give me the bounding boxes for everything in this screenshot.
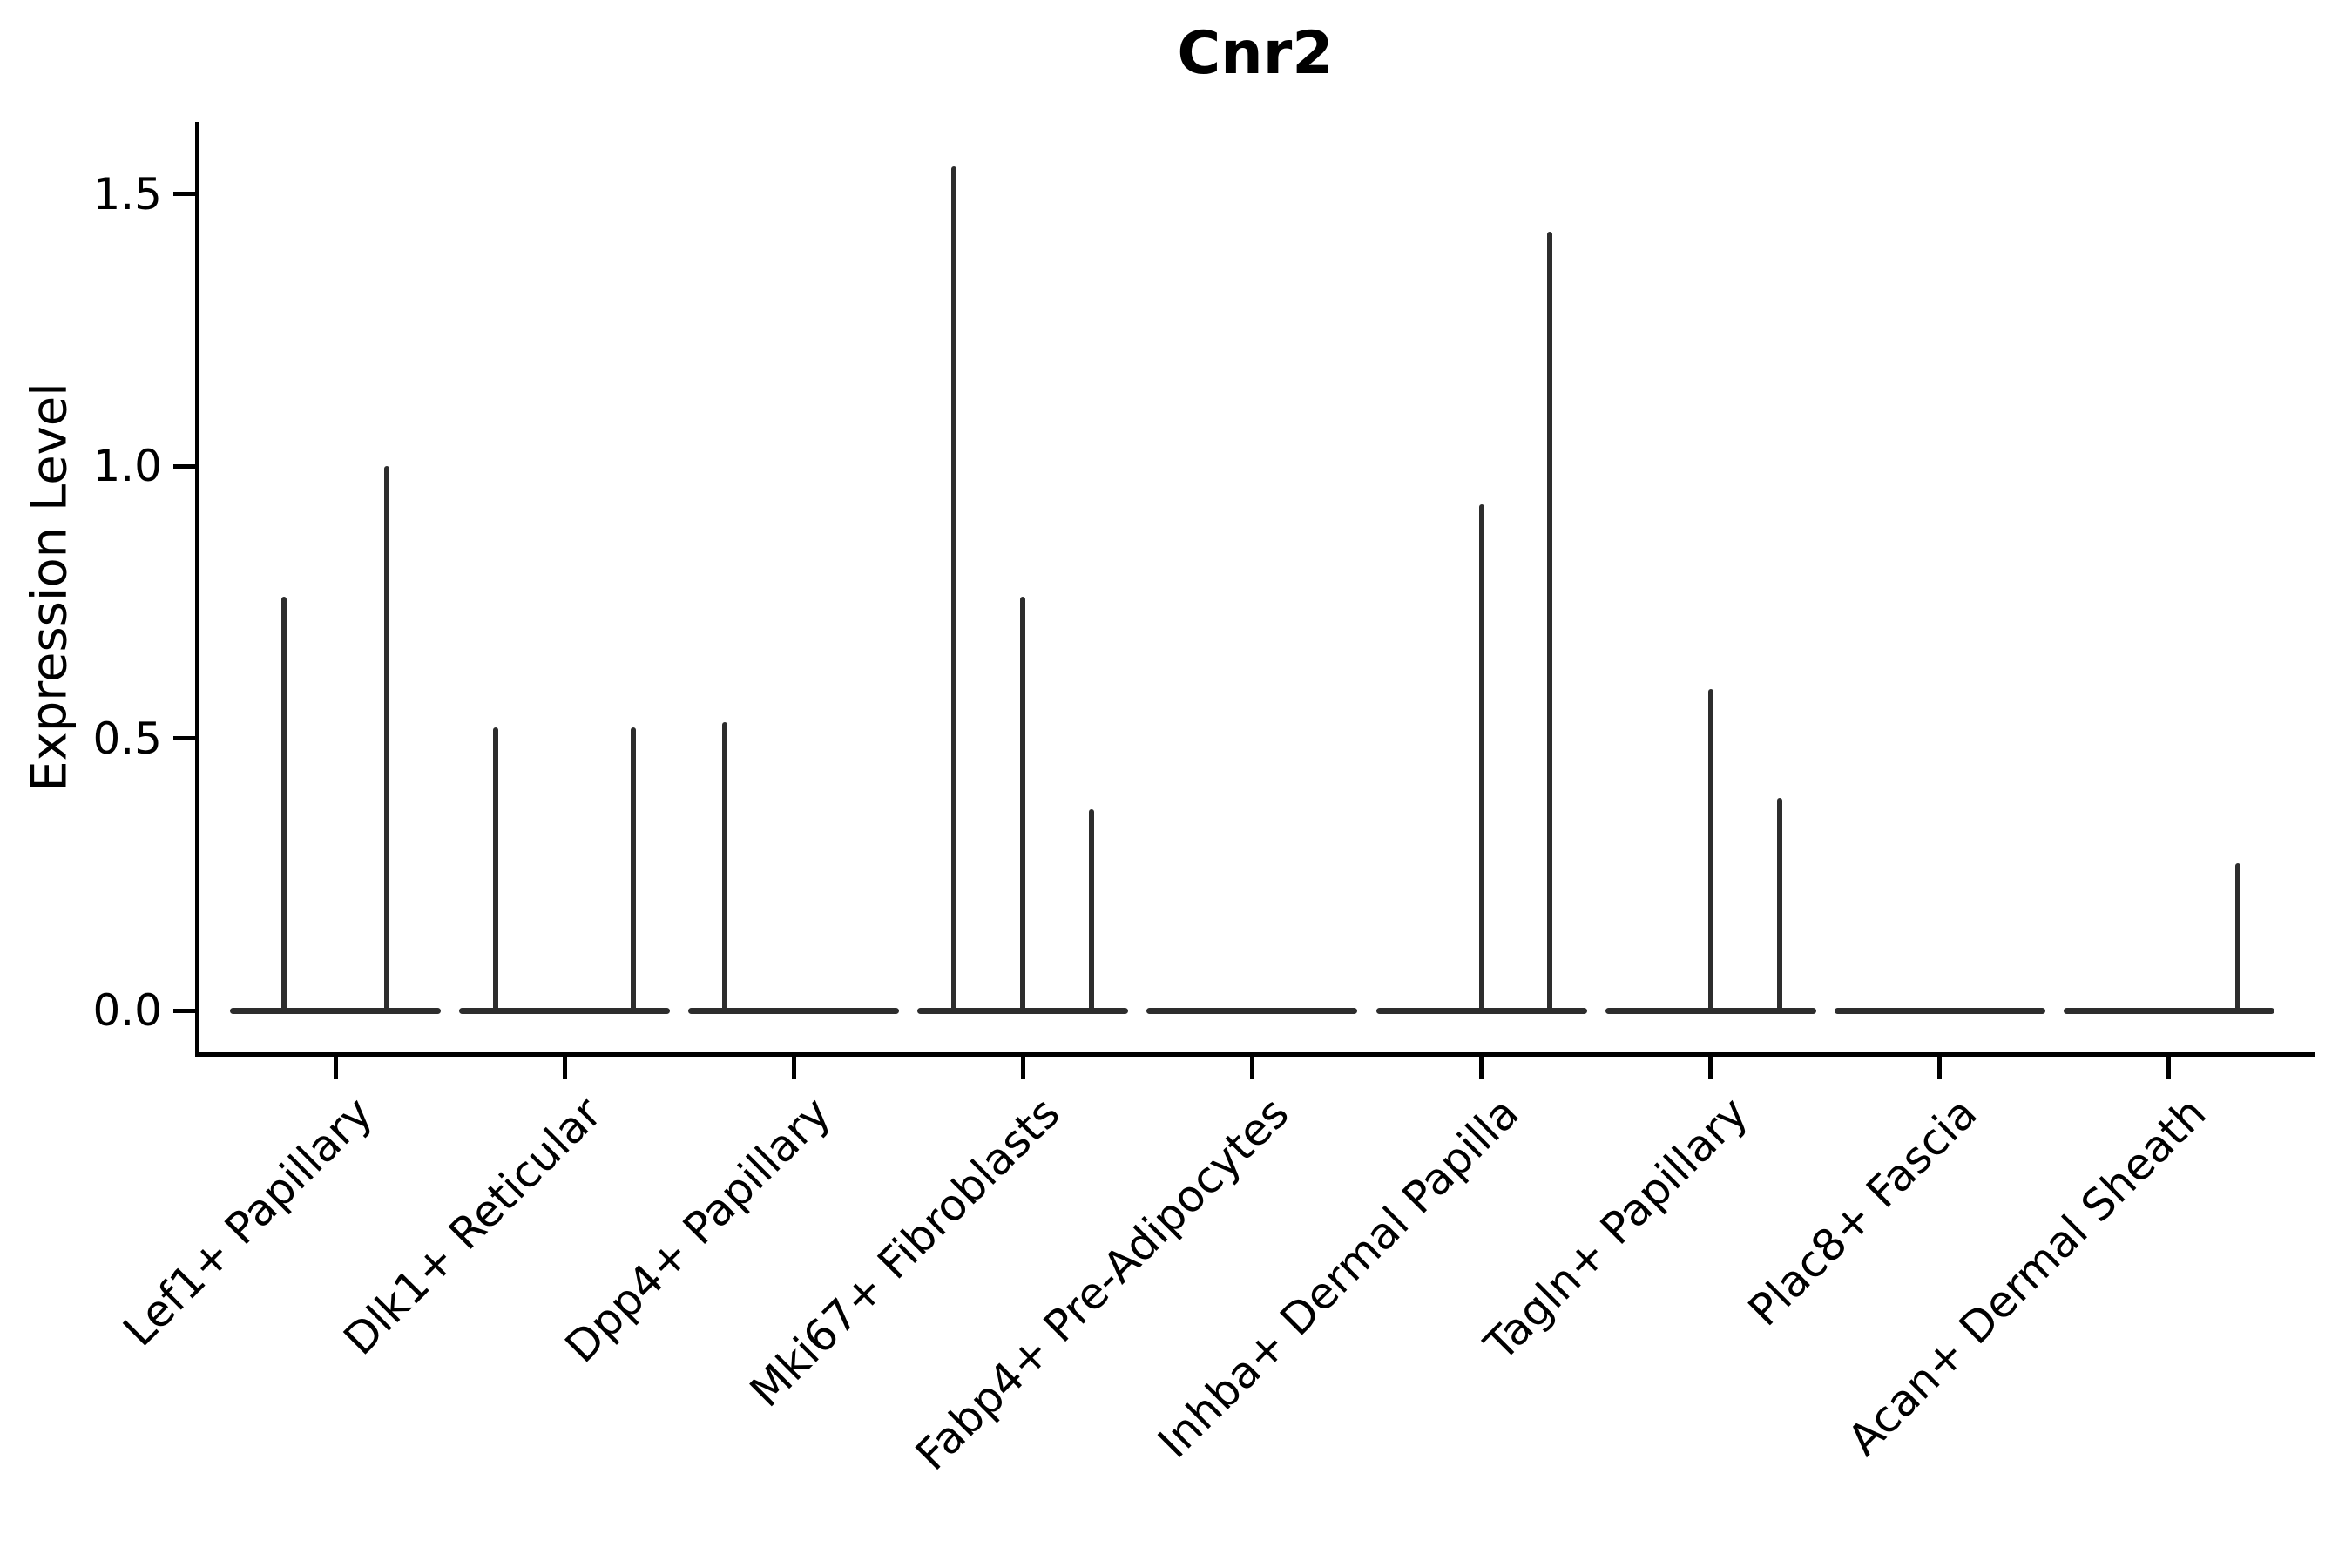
violin-spike — [384, 466, 390, 1010]
y-tick-label: 0.0 — [92, 985, 162, 1036]
x-tick-label: Mki67+ Fibroblasts — [740, 1087, 1070, 1417]
y-tick-mark — [173, 192, 198, 196]
y-axis-spine — [195, 122, 199, 1057]
violin-spike — [1020, 597, 1026, 1010]
chart-title: Cnr2 — [1177, 19, 1334, 88]
violin-base — [2063, 1007, 2274, 1014]
x-tick-label: Plac8+ Fascia — [1738, 1087, 1987, 1336]
violin-spike — [1478, 504, 1484, 1010]
x-tick-label: Acan+ Dermal Sheath — [1837, 1087, 2216, 1466]
violin-spike — [2234, 863, 2240, 1010]
violin-spike — [1707, 689, 1713, 1010]
y-tick-label: 0.5 — [92, 713, 162, 764]
violin-spike — [493, 727, 499, 1010]
violin-base — [1375, 1007, 1587, 1014]
x-tick-mark — [1020, 1055, 1025, 1079]
x-tick-mark — [1937, 1055, 1943, 1079]
x-tick-label: Dlk1+ Reticular — [334, 1087, 612, 1365]
x-tick-label: Inhba+ Dermal Papilla — [1147, 1087, 1529, 1468]
y-tick-mark — [173, 463, 198, 469]
violin-base — [1146, 1007, 1358, 1014]
x-axis-spine — [195, 1052, 2315, 1057]
violin-base — [1834, 1007, 2045, 1014]
x-tick-mark — [1479, 1055, 1484, 1079]
x-tick-mark — [562, 1055, 567, 1079]
violin-base — [1605, 1007, 1816, 1014]
violin-spike — [1547, 232, 1553, 1010]
x-tick-mark — [1708, 1055, 1713, 1079]
y-tick-label: 1.0 — [92, 441, 162, 491]
x-tick-mark — [333, 1055, 338, 1079]
x-tick-mark — [2166, 1055, 2172, 1079]
violin-spike — [280, 597, 287, 1010]
x-tick-label: Tagln+ Papillary — [1474, 1087, 1758, 1370]
y-tick-mark — [173, 1008, 198, 1013]
x-tick-mark — [1249, 1055, 1254, 1079]
violin-base — [688, 1007, 900, 1014]
violin-base — [459, 1007, 671, 1014]
violin-base — [917, 1007, 1129, 1014]
violin-spike — [951, 166, 957, 1010]
x-tick-label: Fabp4+ Pre-Adipocytes — [906, 1087, 1299, 1481]
y-tick-label: 1.5 — [92, 168, 162, 220]
violin-base — [230, 1007, 441, 1014]
violin-spike — [631, 727, 637, 1010]
violin-spike — [722, 721, 728, 1010]
y-tick-mark — [173, 736, 198, 740]
x-tick-label: Dpp4+ Papillary — [555, 1087, 841, 1373]
violin-spike — [1089, 808, 1095, 1010]
violin-spike — [1776, 798, 1782, 1010]
x-tick-mark — [791, 1055, 796, 1079]
